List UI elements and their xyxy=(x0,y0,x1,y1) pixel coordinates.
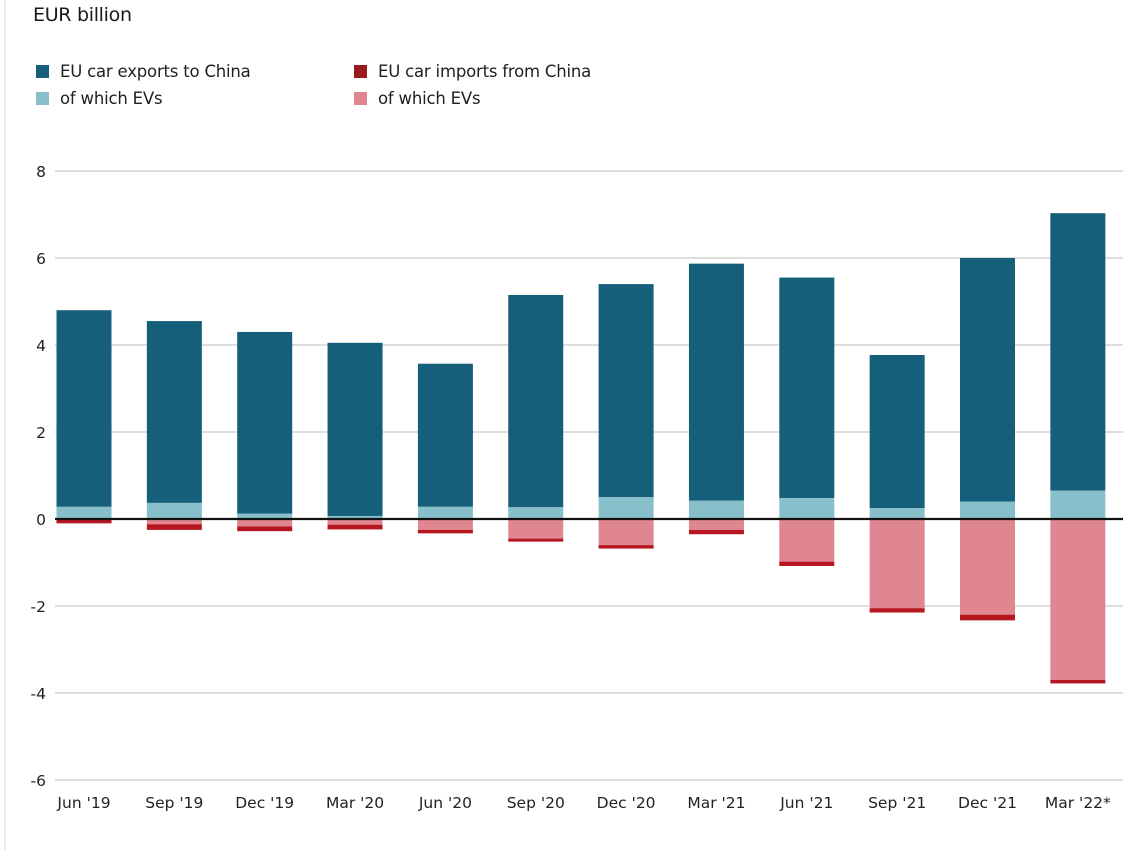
bar-imports-evs-dec-20 xyxy=(598,519,654,546)
bar-exports-mar-20 xyxy=(327,342,383,516)
bar-group-dec-20 xyxy=(598,284,654,549)
bar-imports-mar-22 xyxy=(1050,679,1106,684)
x-tick-label-jun-19: Jun '19 xyxy=(56,794,110,812)
bar-group-dec-19 xyxy=(237,331,293,532)
bar-exports-jun-20 xyxy=(417,363,473,507)
legend-item-imports: EU car imports from China xyxy=(354,62,591,81)
bar-exports-evs-mar-22 xyxy=(1050,490,1106,519)
bar-group-jun-20 xyxy=(417,363,473,534)
bar-imports-evs-sep-20 xyxy=(508,519,564,539)
bar-exports-evs-sep-20 xyxy=(508,507,564,519)
bar-exports-evs-dec-20 xyxy=(598,497,654,519)
bar-group-mar-21 xyxy=(688,263,744,535)
bar-exports-evs-jun-21 xyxy=(779,498,835,519)
legend-label-imports: EU car imports from China xyxy=(378,62,592,81)
bar-imports-evs-mar-22 xyxy=(1050,519,1106,680)
legend-swatch-imports-evs xyxy=(354,92,367,105)
bar-imports-mar-20 xyxy=(327,524,383,530)
legend-item-exports: EU car exports to China xyxy=(36,62,251,81)
legend-swatch-imports xyxy=(354,65,367,78)
x-tick-label-dec-20: Dec '20 xyxy=(597,794,656,812)
bar-imports-evs-dec-21 xyxy=(960,519,1015,615)
y-tick-label: 4 xyxy=(36,337,46,355)
bars xyxy=(56,213,1106,684)
bar-imports-sep-21 xyxy=(869,608,925,613)
bar-imports-evs-jun-21 xyxy=(779,519,835,562)
bar-imports-evs-jun-20 xyxy=(417,519,473,530)
left-border xyxy=(4,0,6,850)
bar-exports-evs-mar-20 xyxy=(327,515,383,519)
y-tick-label: -2 xyxy=(31,598,46,616)
legend-swatch-exports-evs xyxy=(36,92,49,105)
legend-label-exports: EU car exports to China xyxy=(60,62,251,81)
bar-exports-sep-19 xyxy=(146,321,202,503)
bar-exports-evs-jun-19 xyxy=(56,506,112,519)
bar-group-jun-21 xyxy=(779,277,835,566)
bar-exports-sep-20 xyxy=(508,294,564,508)
bar-group-mar-20 xyxy=(327,342,383,530)
bar-imports-jun-21 xyxy=(779,561,835,566)
bar-imports-jun-19 xyxy=(56,519,112,524)
y-tick-label: -4 xyxy=(31,685,46,703)
bar-imports-evs-sep-19 xyxy=(146,519,202,525)
x-tick-label-sep-19: Sep '19 xyxy=(145,794,203,812)
bar-exports-mar-21 xyxy=(688,263,744,501)
bar-exports-evs-jun-20 xyxy=(417,506,473,519)
y-tick-label: 8 xyxy=(36,163,46,181)
legend-swatch-exports xyxy=(36,65,49,78)
y-tick-label: -6 xyxy=(31,772,46,790)
x-tick-label-dec-19: Dec '19 xyxy=(235,794,294,812)
bar-imports-evs-dec-19 xyxy=(237,519,293,527)
x-tick-label-mar-21: Mar '21 xyxy=(687,794,745,812)
x-tick-label-dec-21: Dec '21 xyxy=(958,794,1017,812)
bar-exports-mar-22 xyxy=(1050,213,1106,491)
x-tick-label-jun-21: Jun '21 xyxy=(779,794,833,812)
bar-exports-evs-mar-21 xyxy=(688,500,744,519)
bar-exports-evs-sep-19 xyxy=(146,502,202,519)
bar-group-mar-22 xyxy=(1050,213,1106,684)
x-tick-label-sep-20: Sep '20 xyxy=(507,794,565,812)
y-tick-label: 6 xyxy=(36,250,46,268)
bar-imports-dec-19 xyxy=(237,526,293,532)
bar-imports-sep-20 xyxy=(508,538,564,542)
bar-imports-sep-19 xyxy=(146,524,202,530)
legend-item-exports-evs: of which EVs xyxy=(36,89,163,108)
bar-group-dec-21 xyxy=(960,258,1015,621)
legend-item-imports-evs: of which EVs xyxy=(354,89,481,108)
bar-exports-evs-dec-21 xyxy=(960,501,1015,519)
x-tick-label-mar-22: Mar '22* xyxy=(1045,794,1111,812)
legend-label-exports-evs: of which EVs xyxy=(60,89,163,108)
bar-group-sep-21 xyxy=(869,355,925,613)
x-tick-label-mar-20: Mar '20 xyxy=(326,794,384,812)
y-axis-unit-label: EUR billion xyxy=(33,4,132,26)
y-tick-label: 0 xyxy=(36,511,46,529)
legend-label-imports-evs: of which EVs xyxy=(378,89,481,108)
bar-exports-jun-21 xyxy=(779,277,835,499)
bar-exports-jun-19 xyxy=(56,310,112,507)
bar-exports-dec-19 xyxy=(237,331,293,514)
bar-imports-mar-21 xyxy=(688,529,744,535)
bar-exports-evs-sep-21 xyxy=(869,508,925,519)
x-axis-ticks: Jun '19 Sep '19 Dec '19 Mar '20 Jun '20 Sep '… xyxy=(56,794,1111,812)
bar-imports-dec-20 xyxy=(598,545,654,549)
gridlines xyxy=(55,170,1123,781)
y-tick-label: 2 xyxy=(36,424,46,442)
bar-exports-dec-21 xyxy=(960,258,1015,502)
bar-exports-dec-20 xyxy=(598,284,654,498)
bar-exports-evs-dec-19 xyxy=(237,513,293,519)
bar-group-sep-20 xyxy=(508,294,564,542)
bar-imports-evs-sep-21 xyxy=(869,519,925,609)
bar-group-jun-19 xyxy=(56,310,112,524)
bar-imports-jun-20 xyxy=(417,529,473,534)
x-tick-label-sep-21: Sep '21 xyxy=(868,794,926,812)
y-axis-ticks: 8 6 4 2 0 -2 -4 -6 xyxy=(31,163,46,790)
bar-exports-sep-21 xyxy=(869,355,925,509)
bar-group-sep-19 xyxy=(146,321,202,530)
bar-imports-dec-21 xyxy=(960,614,1015,621)
bar-imports-evs-mar-20 xyxy=(327,519,383,525)
x-tick-label-jun-20: Jun '20 xyxy=(418,794,472,812)
bar-imports-evs-mar-21 xyxy=(688,519,744,530)
legend: EU car exports to China of which EVs EU … xyxy=(36,62,736,118)
